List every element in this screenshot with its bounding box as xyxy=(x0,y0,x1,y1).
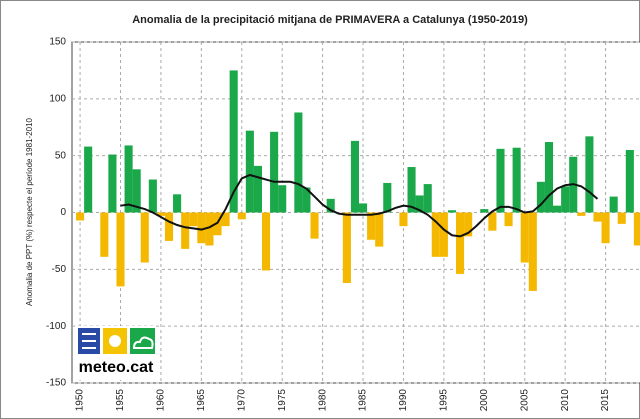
x-tick-label: 1955 xyxy=(115,389,126,412)
bar xyxy=(278,185,287,213)
y-tick-label: 150 xyxy=(49,37,66,48)
bar xyxy=(253,165,262,213)
bar xyxy=(520,212,529,263)
x-tick-label: 1990 xyxy=(398,389,409,412)
bar xyxy=(108,154,117,213)
bar xyxy=(76,212,85,221)
bar xyxy=(261,212,271,271)
bar xyxy=(132,169,141,213)
bar xyxy=(447,210,457,213)
x-tick-label: 1965 xyxy=(196,389,207,412)
bar xyxy=(544,142,554,213)
bar xyxy=(383,182,392,213)
bar xyxy=(359,203,368,213)
y-tick-label: -150 xyxy=(46,378,66,389)
bar xyxy=(197,212,206,244)
bar xyxy=(423,184,432,213)
bar xyxy=(496,148,505,213)
y-tick-label: 0 xyxy=(60,207,66,218)
bar xyxy=(367,212,376,240)
bar xyxy=(350,140,359,213)
bar xyxy=(245,130,254,213)
bar xyxy=(617,212,626,224)
bar xyxy=(512,147,521,213)
bar xyxy=(577,212,586,216)
x-tick-label: 2000 xyxy=(479,389,490,412)
bar xyxy=(302,187,311,213)
bar xyxy=(407,167,416,213)
bar xyxy=(310,212,319,239)
x-tick-label: 1950 xyxy=(75,389,86,412)
x-tick-label: 1975 xyxy=(277,389,288,412)
x-tick-label: 1980 xyxy=(317,389,328,412)
bar xyxy=(205,212,214,246)
bar xyxy=(124,145,133,213)
bar xyxy=(593,212,602,222)
y-tick-label: 50 xyxy=(55,150,67,161)
bar xyxy=(399,212,408,227)
y-tick-label: 100 xyxy=(49,93,66,104)
chart-title: Anomalia de la precipitació mitjana de P… xyxy=(132,14,528,26)
bar xyxy=(189,212,198,227)
bar xyxy=(326,198,335,213)
bar xyxy=(439,212,448,257)
y-axis-label: Anomalia de PPT (%) respecte el període … xyxy=(25,117,34,306)
x-tick-label: 1960 xyxy=(156,389,167,412)
bar xyxy=(181,212,190,249)
bar xyxy=(156,212,165,216)
bar xyxy=(116,212,125,287)
x-tick-label: 1970 xyxy=(236,389,247,412)
bar xyxy=(480,209,489,213)
bar xyxy=(601,212,610,244)
bar xyxy=(375,212,384,247)
bar xyxy=(431,212,440,257)
bar xyxy=(633,212,640,246)
x-tick-label: 1995 xyxy=(439,389,450,412)
trend-line xyxy=(120,173,599,238)
bar xyxy=(221,212,230,227)
bar xyxy=(237,212,246,220)
bar xyxy=(294,112,303,213)
bar xyxy=(456,212,465,274)
x-tick-label: 2005 xyxy=(519,389,530,412)
bar xyxy=(488,212,497,231)
x-tick-label: 1985 xyxy=(358,389,369,412)
y-tick-label: -50 xyxy=(52,264,67,275)
bar xyxy=(270,131,279,213)
bar xyxy=(100,212,109,257)
logo-sun xyxy=(109,335,121,347)
bar xyxy=(536,181,545,213)
bar xyxy=(140,212,149,263)
logo-text: meteo.cat xyxy=(79,359,154,376)
bar xyxy=(625,149,634,213)
x-tick-label: 2015 xyxy=(600,389,611,412)
bar xyxy=(84,146,93,213)
y-tick-label: -100 xyxy=(46,321,66,332)
bar xyxy=(528,212,537,291)
bar xyxy=(464,212,473,237)
bar xyxy=(342,212,351,283)
bar xyxy=(415,195,424,213)
bar xyxy=(553,205,562,213)
bar xyxy=(229,70,238,213)
x-tick-label: 2010 xyxy=(560,389,571,412)
bar xyxy=(164,212,174,241)
bar xyxy=(504,212,513,227)
logo: meteo.cat xyxy=(76,326,156,380)
logo-cloud xyxy=(132,336,154,349)
bar xyxy=(561,186,570,213)
bar xyxy=(148,179,157,213)
bar xyxy=(173,194,182,213)
bar xyxy=(609,196,618,213)
bar xyxy=(585,136,594,213)
plot: -150 -100 -50 0 50 100 150 1950 1955 1960 1965 1970… xyxy=(46,37,640,412)
